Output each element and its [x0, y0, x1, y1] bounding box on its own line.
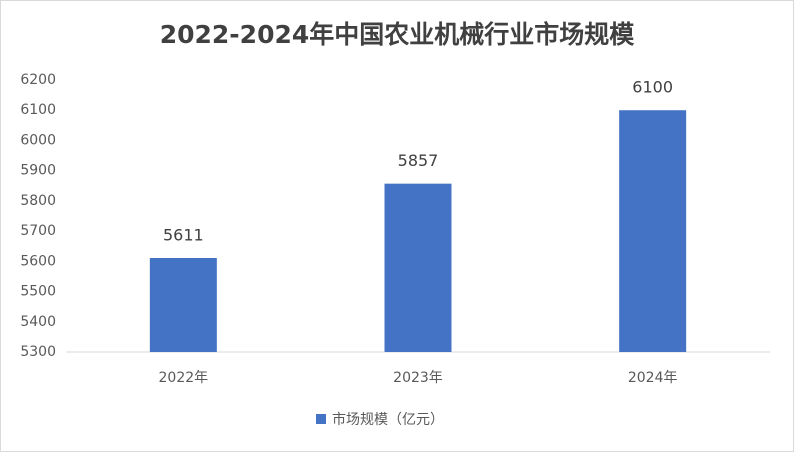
x-tick-label: 2022年 [159, 370, 209, 386]
x-tick-label: 2024年 [628, 370, 678, 386]
y-tick-label: 5800 [20, 193, 56, 209]
chart-title: 2022-2024年中国农业机械行业市场规模 [160, 20, 636, 49]
x-tick-label: 2023年 [393, 370, 443, 386]
y-tick-label: 5700 [20, 223, 56, 239]
y-tick-label: 6000 [20, 132, 56, 148]
y-tick-label: 5300 [20, 344, 56, 360]
bar [619, 110, 687, 352]
y-tick-label: 5400 [20, 314, 56, 330]
data-label: 5857 [398, 151, 439, 170]
bar [149, 258, 217, 352]
data-label: 6100 [632, 78, 673, 97]
y-tick-label: 5500 [20, 284, 56, 300]
bar [384, 183, 452, 352]
y-tick-label: 6100 [20, 102, 56, 118]
y-tick-label: 5600 [20, 253, 56, 269]
legend-swatch [316, 414, 326, 424]
y-tick-label: 5900 [20, 163, 56, 179]
data-label: 5611 [163, 226, 204, 245]
legend-label: 市场规模（亿元） [332, 411, 444, 428]
y-tick-label: 6200 [20, 72, 56, 88]
